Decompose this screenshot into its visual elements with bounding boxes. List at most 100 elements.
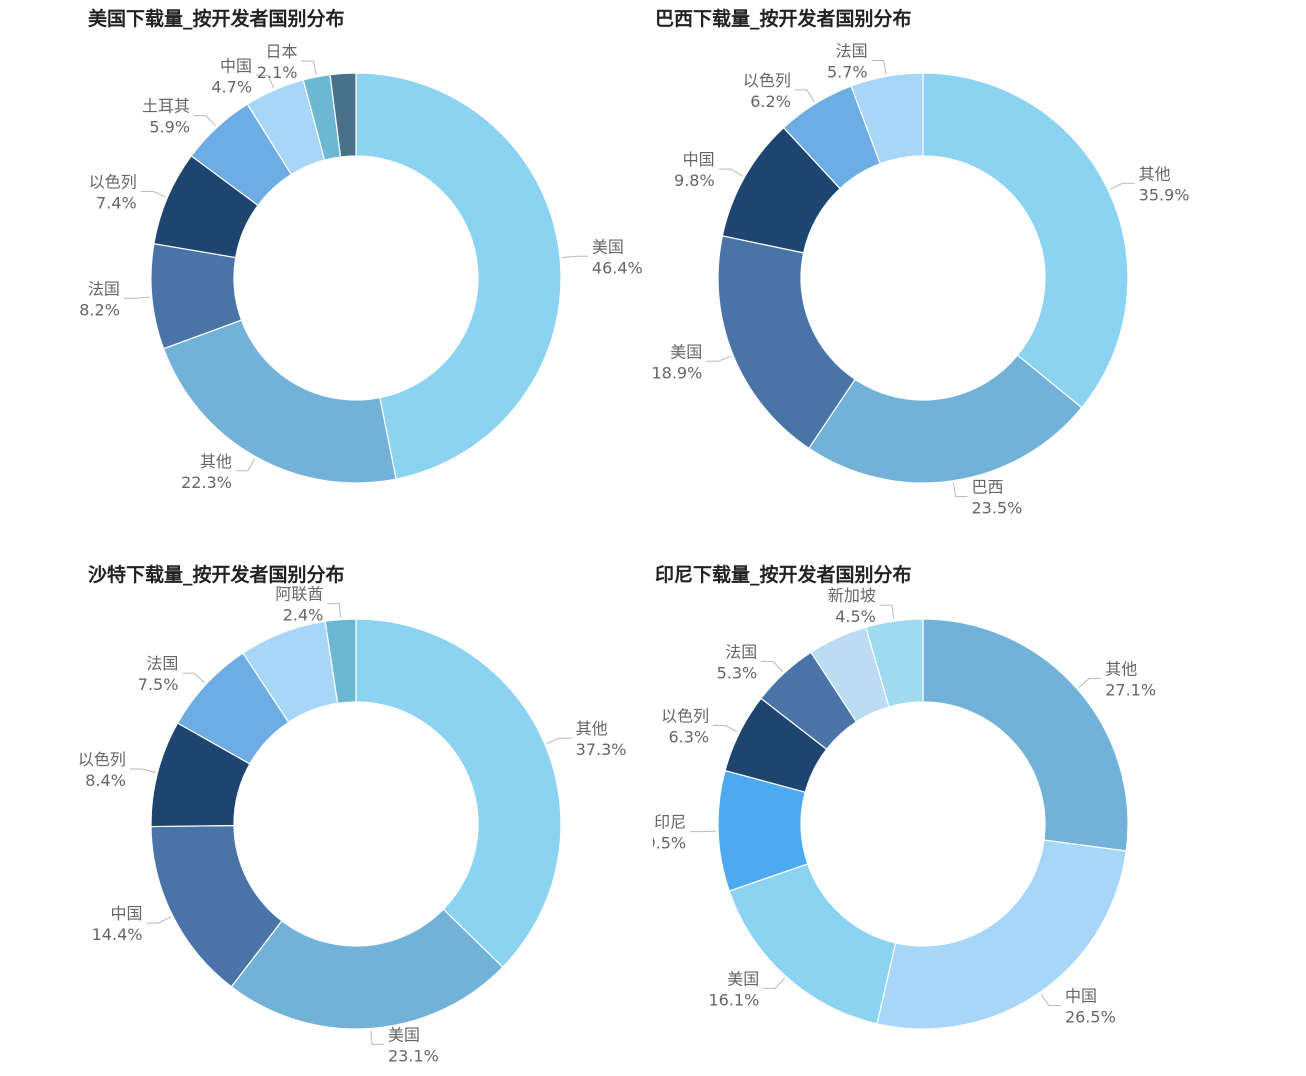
slice-label: 美国 [670,342,702,361]
donut-slice [162,319,397,484]
slice-label: 其他 [1105,659,1137,678]
chart-title: 沙特下载量_按开发者国别分布 [88,564,345,586]
slice-value-label: 4.7% [211,77,252,96]
donut-slice [850,72,924,165]
leader-line [256,74,275,89]
slice-label: 中国 [683,150,715,169]
slice-value-label: 5.7% [827,63,868,82]
slice-value-label: 5.9% [149,118,190,137]
slice-value-label: 2.4% [283,606,324,625]
chart-panel-saudi: 沙特下载量_按开发者国别分布 其他 37.3% 美国 23.1% 中国 14.4% 以色列 8… [0,538,653,1076]
slice-value-label: 7.4% [96,193,137,212]
slice-label: 美国 [592,237,624,256]
slice-label: 其他 [200,452,232,471]
donut-chart: 其他 27.1% 中国 26.5% 美国 16.1% 印尼 9.5% 以色列 6.3% 法国 5.3%… [653,586,1156,1030]
donut-slice [324,618,357,705]
slice-label: 以色列 [743,71,791,90]
slice-label: 中国 [110,904,142,923]
slice-label: 美国 [388,1025,420,1044]
leader-line [952,482,968,498]
slice-value-label: 7.5% [138,675,179,694]
slice-value-label: 27.1% [1105,680,1156,699]
slice-label: 法国 [725,642,757,661]
slice-label: 以色列 [661,707,709,726]
slice-label: 美国 [727,969,759,988]
donut-slice [355,72,562,480]
chart-title: 印尼下载量_按开发者国别分布 [655,564,912,586]
donut-slice [230,908,504,1030]
slice-label: 巴西 [972,478,1004,497]
donut-chart: 美国 46.4% 其他 22.3% 法国 8.2% 以色列 7.4% 土耳其 5.9% 中国 4.7%… [79,42,643,492]
leader-line [718,168,744,177]
leader-line [182,672,206,684]
leader-line [713,725,738,733]
chart-panel-us: 美国下载量_按开发者国别分布 美国 46.4% 其他 22.3% 法国 8.2% 以色列 7.… [0,0,653,538]
slice-value-label: 37.3% [576,740,627,759]
leader-line [327,603,341,618]
leader-line [794,89,815,103]
slice-value-label: 8.4% [85,771,126,790]
slice-value-label: 4.5% [835,607,876,626]
slice-value-label: 8.2% [79,300,120,319]
leader-line [140,190,166,198]
leader-line [301,60,317,75]
slice-label: 法国 [88,279,120,298]
slice-value-label: 6.2% [750,92,791,111]
slice-value-label: 2.1% [257,63,298,82]
donut-slice [922,72,1129,409]
slice-value-label: 23.1% [388,1046,439,1065]
donut-slice [922,618,1129,852]
leader-line [1040,993,1061,1007]
leader-line [123,296,150,299]
slice-label: 以色列 [89,172,137,191]
leader-line [706,355,732,362]
slice-label: 印尼 [654,813,686,832]
leader-line [1078,677,1102,688]
slice-label: 土耳其 [142,97,190,116]
leader-line [879,604,895,620]
slice-value-label: 26.5% [1065,1008,1116,1027]
slice-value-label: 23.5% [972,499,1023,518]
leader-line [1109,182,1135,190]
chart-title: 巴西下载量_按开发者国别分布 [655,8,912,30]
donut-slice [355,618,562,968]
slice-value-label: 9.5% [653,834,686,853]
slice-label: 以色列 [78,750,126,769]
slice-label: 法国 [836,42,868,61]
slice-value-label: 35.9% [1139,185,1190,204]
slice-value-label: 46.4% [592,258,643,277]
leader-line [146,916,172,924]
slice-value-label: 6.3% [668,728,709,747]
donut-slice [329,72,357,158]
leader-line [763,977,786,989]
leader-line [561,255,588,259]
leader-line [871,60,887,75]
leader-line [546,737,572,745]
slice-value-label: 22.3% [181,473,232,492]
donut-chart: 其他 35.9% 巴西 23.5% 美国 18.9% 中国 9.8% 以色列 6.2% 法国 5.7% [653,42,1190,518]
donut-slice [808,354,1083,484]
slice-label: 其他 [1139,164,1171,183]
leader-line [370,1030,384,1045]
chart-panel-brazil: 巴西下载量_按开发者国别分布 其他 35.9% 巴西 23.5% 美国 18.9% 中国 9.… [653,0,1306,538]
donut-slice [865,618,924,708]
donut-chart: 其他 37.3% 美国 23.1% 中国 14.4% 以色列 8.4% 法国 7.5% 阿联酋 2.4… [78,585,627,1066]
leader-line [761,660,784,673]
leader-line [235,458,256,472]
slice-value-label: 18.9% [653,363,702,382]
slice-label: 阿联酋 [275,585,323,604]
slice-value-label: 9.8% [674,171,715,190]
slice-label: 其他 [576,719,608,738]
slice-label: 法国 [146,654,178,673]
slice-value-label: 16.1% [708,990,759,1009]
slice-label: 日本 [265,42,297,61]
leader-line [194,115,216,127]
slice-value-label: 14.4% [92,925,143,944]
donut-slice [717,235,856,450]
chart-panel-indonesia: 印尼下载量_按开发者国别分布 其他 27.1% 中国 26.5% 美国 16.1% 印尼 9.… [653,538,1306,1076]
slice-value-label: 5.3% [717,663,758,682]
leader-line [129,768,156,774]
slice-label: 中国 [1065,987,1097,1006]
donut-slice [876,839,1127,1030]
slice-label: 中国 [220,56,252,75]
